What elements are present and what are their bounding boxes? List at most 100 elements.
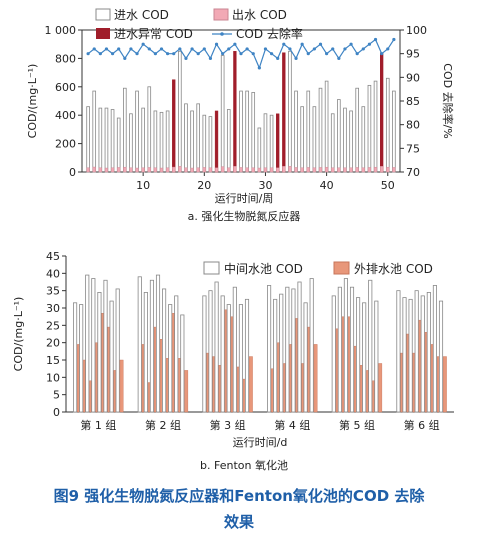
chart-a-removal-rate-point xyxy=(355,52,359,56)
chart-a-influent-bar xyxy=(98,107,103,173)
chart-a-effluent-bar xyxy=(86,167,90,173)
chart-b-ytick-label: 0 xyxy=(53,406,60,419)
chart-b-middle-bar xyxy=(426,291,431,413)
chart-a-ylabel: COD/(mg·L⁻¹) xyxy=(26,64,39,139)
chart-a-xtick-label: 50 xyxy=(381,179,395,192)
chart-b-middle-bar xyxy=(291,288,296,413)
chart-a-legend-removal-label: COD 去除率 xyxy=(236,26,303,41)
chart-a-effluent-bar xyxy=(153,167,157,173)
chart-a-removal-rate-point xyxy=(98,52,102,56)
chart-a-removal-rate-point xyxy=(373,37,378,42)
chart-b-ytick-label: 20 xyxy=(46,337,60,350)
chart-a-effluent-bar xyxy=(196,167,200,173)
chart-a-xtick-label: 20 xyxy=(197,179,211,192)
chart-b-middle-bar xyxy=(202,295,207,413)
chart-a-influent-bar xyxy=(300,106,304,173)
chart-a-removal-rate-point xyxy=(141,42,145,46)
chart-a-influent-bar xyxy=(208,116,213,173)
chart-b-middle-bar xyxy=(109,300,114,413)
chart-a-removal-rate-point xyxy=(288,47,292,51)
chart-a-removal-rate-point xyxy=(282,42,286,46)
chart-b-ytick-label: 30 xyxy=(46,302,60,315)
chart-a-effluent-bar xyxy=(129,167,133,173)
chart-a-removal-rate-point xyxy=(331,47,335,51)
chart-a-effluent-bar xyxy=(239,167,243,173)
chart-a-influent-bar xyxy=(220,55,225,173)
chart-a-effluent-bar xyxy=(331,167,335,173)
chart-a-influent-bar xyxy=(226,109,231,173)
chart-a-xtick-label: 40 xyxy=(320,179,334,192)
chart-a-ytick-label: 600 xyxy=(55,81,76,94)
chart-b-middle-bar xyxy=(396,290,401,413)
chart-a-effluent-bar xyxy=(300,167,304,173)
chart-a-effluent-bar xyxy=(190,167,194,173)
chart-a-effluent-bar xyxy=(306,167,310,173)
chart-a-effluent-bar xyxy=(159,167,164,173)
chart-a-effluent-bar xyxy=(257,167,261,173)
chart-a-abnormal-influent-bar xyxy=(276,113,280,173)
chart-b-middle-bar xyxy=(238,304,243,413)
chart-a-effluent-bar xyxy=(263,167,268,173)
chart-b-middle-bar xyxy=(337,286,342,413)
chart-b-middle-bar xyxy=(103,279,108,413)
chart-b-middle-bar xyxy=(285,286,290,413)
chart-a-influent-bar xyxy=(367,84,372,173)
chart-b-ytick-label: 5 xyxy=(53,389,60,402)
chart-a-effluent-bar xyxy=(135,167,139,173)
chart-a-influent-bar xyxy=(202,114,207,173)
chart-b-middle-bar xyxy=(208,290,213,413)
chart-a-effluent-bar xyxy=(380,166,384,173)
chart-b-group-label: 第 4 组 xyxy=(274,418,310,432)
chart-a-removal-rate-point xyxy=(233,42,237,46)
chart-a-influent-bar xyxy=(184,103,188,173)
chart-a-ytick-label: 1 000 xyxy=(45,24,77,37)
chart-a-effluent-bar xyxy=(178,166,182,173)
chart-a-effluent-bar xyxy=(288,166,292,173)
chart-a-influent-bar xyxy=(196,103,200,173)
chart-a-effluent-bar xyxy=(98,167,102,173)
chart-b-middle-bar xyxy=(408,298,413,413)
chart-a-legend-abnormal-label: 进水异常 COD xyxy=(114,27,193,41)
chart-b-middle-bar xyxy=(303,302,308,413)
chart-a-influent-bar xyxy=(385,77,390,173)
chart-a-removal-rate-point xyxy=(172,52,176,56)
chart-b-middle-bar xyxy=(115,288,120,413)
chart-b-legend-middle-swatch xyxy=(203,261,220,275)
chart-a-y2tick-label: 70 xyxy=(406,166,420,179)
chart-a-influent-bar xyxy=(361,106,366,173)
chart-b-group-label: 第 1 组 xyxy=(80,418,116,432)
chart-a-influent-bar xyxy=(178,50,182,173)
chart-a-influent-bar xyxy=(318,87,323,173)
chart-a-removal-rate-point xyxy=(251,52,255,56)
chart-a-influent-bar xyxy=(116,117,121,173)
chart-a-influent-bar xyxy=(147,86,152,173)
chart-a-removal-rate-point xyxy=(318,42,323,46)
chart-a-removal-rate-point xyxy=(104,47,109,51)
chart-a-effluent-bar xyxy=(282,166,286,173)
chart-b-middle-bar xyxy=(273,298,278,413)
chart-a-influent-bar xyxy=(123,87,127,173)
chart-a-removal-rate-point xyxy=(86,52,90,56)
chart-b-outlet-bar xyxy=(378,363,383,413)
chart-a-legend-effluent-swatch xyxy=(213,8,229,21)
chart-a-removal-rate-point xyxy=(337,56,341,61)
chart-a-effluent-bar xyxy=(276,167,280,173)
chart-b-middle-bar xyxy=(309,278,314,413)
chart-b-middle-bar xyxy=(91,278,96,413)
chart-a-influent-bar xyxy=(312,106,317,173)
chart-a-influent-bar xyxy=(257,127,262,173)
chart-a-influent-bar xyxy=(330,113,335,173)
chart-b-middle-bar xyxy=(362,302,367,413)
chart-b-middle-bar xyxy=(155,274,161,413)
chart-a-influent-bar xyxy=(349,110,353,173)
chart-a-effluent-bar xyxy=(110,167,115,173)
chart-b-middle-bar xyxy=(214,281,219,413)
chart-a-effluent-bar xyxy=(141,167,145,173)
chart-a-effluent-bar xyxy=(172,166,176,173)
chart-a-influent-bar xyxy=(129,113,133,173)
chart-a-y2tick-label: 90 xyxy=(406,71,420,84)
chart-b-middle-bar xyxy=(232,286,237,413)
chart-b-middle-bar xyxy=(149,279,154,413)
chart-a-xtick-label: 10 xyxy=(136,179,150,192)
